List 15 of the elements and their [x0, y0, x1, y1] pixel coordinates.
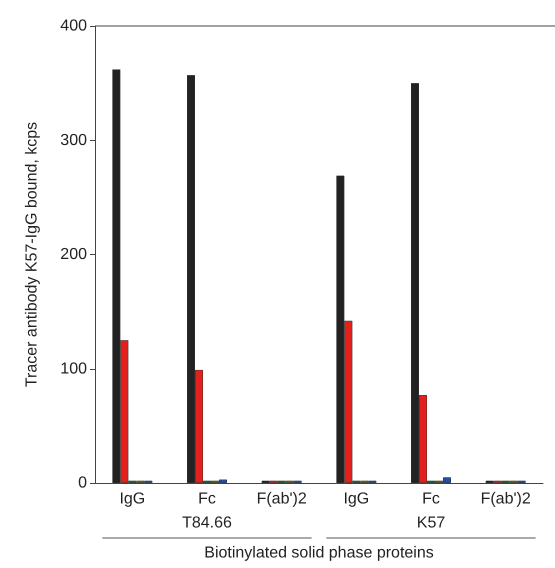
- y-tick-label: 200: [60, 246, 88, 263]
- x-tick-label: F(ab')2: [480, 490, 531, 508]
- text: K57: [416, 514, 446, 532]
- y-tick-label: 100: [60, 360, 88, 378]
- x-tick-label: F(ab')2: [256, 490, 307, 508]
- x-tick-label: IgG: [343, 490, 370, 508]
- y-axis-title: Tracer antibody K57-IgG bound, kcps: [24, 122, 40, 388]
- x-tick-label: IgG: [119, 490, 146, 508]
- y-tick-label: 400: [60, 18, 88, 34]
- y-tick-label: 300: [60, 132, 88, 149]
- text: T84.66: [182, 514, 232, 532]
- x-tick-label: Fc: [198, 490, 216, 508]
- y-tick-label: 0: [78, 474, 88, 492]
- x-tick-label: Fc: [422, 490, 440, 508]
- x-axis-title: Biotinylated solid phase proteins: [204, 544, 434, 562]
